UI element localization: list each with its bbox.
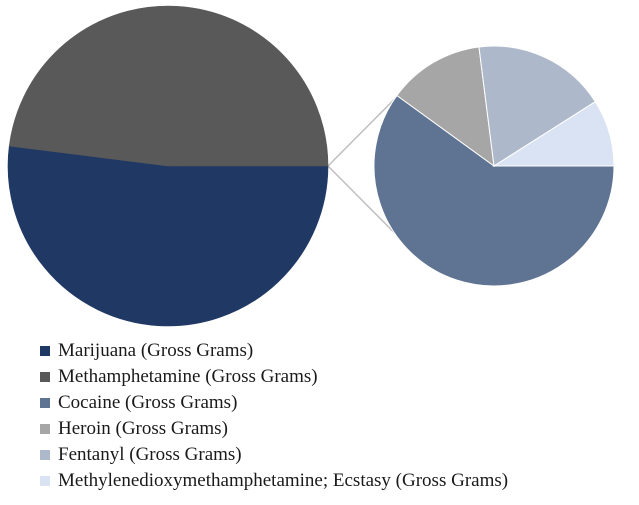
- legend-label: Marijuana (Gross Grams): [58, 340, 254, 361]
- legend-swatch: [40, 450, 50, 460]
- legend-item-methylenedioxymethamphetamine-ecstasy: Methylenedioxymethamphetamine; Ecstasy (…: [40, 468, 508, 494]
- legend: Marijuana (Gross Grams) Methamphetamine (…: [40, 338, 508, 494]
- legend-swatch: [40, 346, 50, 356]
- secondary-pie-slice-heroin: [396, 46, 495, 168]
- main-pie-slice-other: [167, 106, 329, 167]
- legend-label: Fentanyl (Gross Grams): [58, 444, 242, 465]
- legend-label: Cocaine (Gross Grams): [58, 392, 238, 413]
- legend-swatch: [40, 424, 50, 434]
- main-pie: [7, 5, 329, 327]
- main-pie-slice-methamphetamine: [8, 5, 318, 167]
- legend-swatch: [40, 476, 50, 486]
- main-pie-slice-marijuana: [7, 145, 329, 327]
- secondary-pie-slice-methylenedioxymethamphetamine-ecstasy: [492, 101, 615, 167]
- legend-label: Heroin (Gross Grams): [58, 418, 228, 439]
- legend-item-fentanyl: Fentanyl (Gross Grams): [40, 442, 508, 468]
- pie-of-pie-chart: [7, 5, 615, 327]
- legend-swatch: [40, 398, 50, 408]
- secondary-pie-slice-cocaine: [373, 94, 615, 287]
- legend-swatch: [40, 372, 50, 382]
- secondary-pie-slice-fentanyl: [478, 45, 597, 167]
- legend-item-methamphetamine: Methamphetamine (Gross Grams): [40, 364, 508, 390]
- legend-label: Methylenedioxymethamphetamine; Ecstasy (…: [58, 470, 509, 491]
- legend-item-heroin: Heroin (Gross Grams): [40, 416, 508, 442]
- legend-item-marijuana: Marijuana (Gross Grams): [40, 338, 508, 364]
- legend-label: Methamphetamine (Gross Grams): [58, 366, 318, 387]
- legend-item-cocaine: Cocaine (Gross Grams): [40, 390, 508, 416]
- secondary-pie: [373, 45, 615, 287]
